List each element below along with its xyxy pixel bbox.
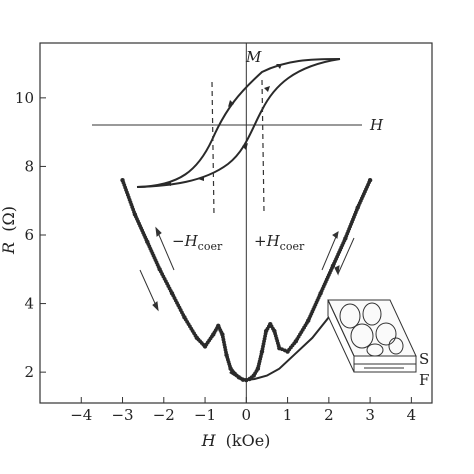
- sample-label-f: F: [419, 371, 429, 389]
- grain-3: [350, 323, 374, 349]
- plot-frame: [39, 42, 433, 404]
- x-axis-label: H (kOe): [201, 431, 271, 450]
- series-solid-line: [229, 316, 330, 382]
- x-tick-label: −4: [70, 406, 92, 424]
- x-ticks: −4 −3 −2 −1 0 1 2 3 4: [70, 397, 416, 424]
- data-point: [367, 177, 373, 183]
- x-tick-label: 1: [283, 406, 293, 424]
- x-label-var: H: [201, 431, 217, 450]
- y-label-var: R: [0, 242, 18, 255]
- neg-hcoer-label: −Hcoer: [172, 232, 223, 253]
- inset-hysteresis: H M: [92, 48, 384, 217]
- direction-arrows: [139, 226, 355, 312]
- grain-4: [375, 322, 397, 346]
- x-tick-label: 0: [242, 406, 252, 424]
- series-dotted: [120, 177, 373, 383]
- y-axis-label: R (Ω): [0, 206, 18, 255]
- inset-neg-coer-line: [211, 81, 215, 217]
- sample-layer-s: [353, 355, 417, 365]
- y-tick-label: 10: [15, 89, 34, 107]
- arrow-right-down: [337, 237, 355, 275]
- grain-1: [339, 303, 361, 329]
- y-tick-label: 2: [24, 363, 34, 381]
- inset-h-label: H: [369, 116, 384, 134]
- arrow-right-up-head: [332, 231, 339, 239]
- x-tick-label: −1: [194, 406, 216, 424]
- x-tick-label: −2: [153, 406, 175, 424]
- inset-loop-upper: [136, 58, 341, 188]
- y-ticks: 2 4 6 8 10: [15, 89, 46, 381]
- y-label-unit: (Ω): [0, 206, 18, 232]
- arrow-right-down-head: [334, 265, 340, 276]
- x-tick-label: 4: [407, 406, 417, 424]
- sample-schematic: [327, 299, 417, 373]
- inset-pos-coer-line: [261, 79, 265, 213]
- sample-label-s: S: [419, 350, 429, 368]
- grain-5: [388, 337, 404, 355]
- y-tick-label: 4: [24, 295, 34, 313]
- inset-arrowheads: [165, 64, 282, 186]
- arrow-left-down-head: [152, 301, 159, 312]
- x-tick-label: −3: [111, 406, 133, 424]
- grain-2: [362, 302, 382, 326]
- x-label-unit: (kOe): [226, 431, 271, 450]
- inset-loop-lower: [136, 58, 341, 188]
- arrow-left-up-head: [155, 226, 162, 237]
- inset-m-label: M: [245, 48, 262, 66]
- y-tick-label: 8: [24, 157, 34, 175]
- arrow-right-up: [321, 231, 339, 271]
- svg-text:R (Ω): R (Ω): [0, 206, 18, 255]
- x-tick-label: 2: [324, 406, 334, 424]
- pos-hcoer-label: +Hcoer: [254, 232, 305, 253]
- x-tick-label: 3: [365, 406, 375, 424]
- y-tick-label: 6: [24, 226, 34, 244]
- grain-6: [366, 343, 384, 357]
